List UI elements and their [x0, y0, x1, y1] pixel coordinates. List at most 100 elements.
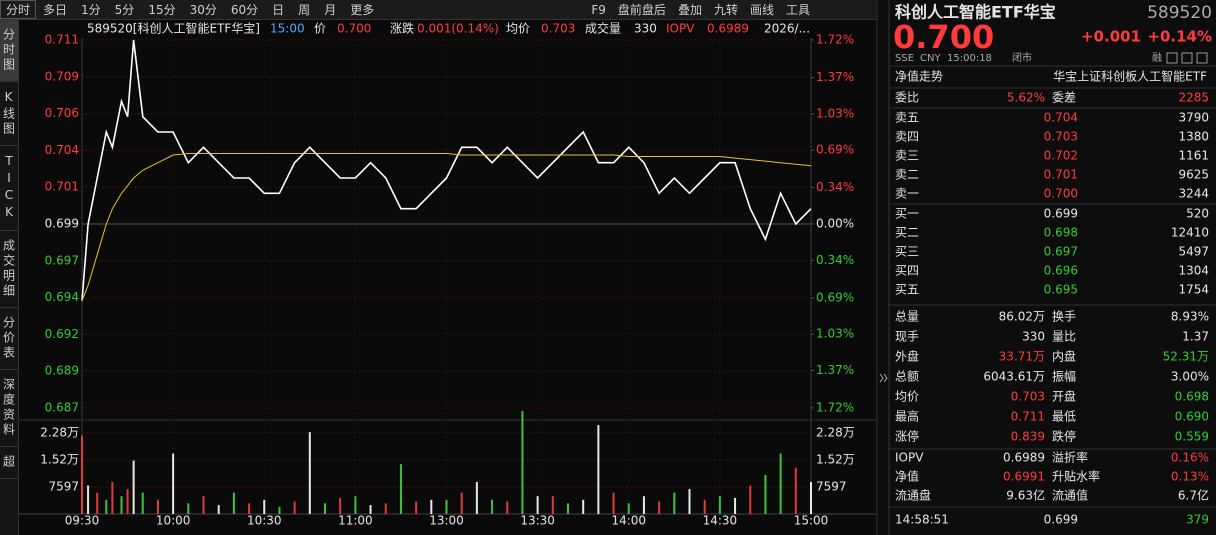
book-label: 卖一 — [895, 187, 919, 201]
volume-bar — [217, 505, 220, 514]
collapse-icon[interactable] — [883, 373, 888, 383]
volume-bar — [105, 499, 108, 514]
y-tick-label: 1.52万 — [816, 452, 855, 466]
y2-tick-label: 1.37% — [816, 363, 854, 377]
tool-button[interactable]: 叠加 — [677, 3, 702, 17]
period-tab[interactable]: 月 — [324, 3, 337, 17]
x-tick-label: 10:30 — [247, 514, 282, 528]
period-tab[interactable]: 日 — [272, 3, 285, 17]
volume-bar — [567, 503, 569, 514]
side-tab[interactable]: 成交明细 — [0, 231, 18, 308]
y-tick-label: 0.709 — [45, 69, 79, 83]
volume-bar — [688, 489, 691, 514]
volume-bar — [430, 499, 433, 514]
tool-button[interactable]: 九转 — [713, 3, 738, 17]
y2-tick-label: 0.34% — [816, 253, 854, 267]
field-label: 内盘 — [1052, 349, 1076, 364]
meta-item: 15:00:18 — [947, 53, 992, 64]
field-value: 6.7亿 — [1178, 488, 1209, 503]
volume-bar — [445, 499, 448, 514]
book-price: 0.700 — [1044, 187, 1078, 201]
side-tab[interactable]: 深度资料 — [0, 370, 18, 447]
period-tab[interactable]: 15分 — [148, 3, 176, 17]
period-tab[interactable]: 1分 — [81, 3, 101, 17]
book-label: 买二 — [895, 226, 919, 240]
y2-tick-label: 1.03% — [816, 327, 854, 341]
margin-tag: 融 — [1152, 52, 1162, 64]
book-volume: 3790 — [1178, 111, 1209, 125]
book-price: 0.699 — [1044, 207, 1078, 221]
field-value: 0.839 — [1011, 430, 1045, 444]
period-tab[interactable]: 5分 — [114, 3, 135, 17]
volume-bar — [278, 506, 281, 514]
field-label: 涨停 — [895, 429, 919, 444]
volume-bar — [232, 492, 235, 514]
side-tab[interactable]: K线图 — [0, 82, 18, 146]
x-tick-label: 09:30 — [65, 514, 100, 528]
book-label: 买三 — [895, 245, 919, 259]
header-value: 0.6989 — [707, 22, 749, 36]
volume-bar — [658, 501, 661, 514]
side-tabs: 分时图 K线图 TICK 成交明细 分价表 深度资料超 — [0, 20, 19, 535]
field-value: 86.02万 — [999, 310, 1045, 324]
y2-tick-label: 0.69% — [816, 143, 854, 157]
field-value: 8.93% — [1171, 310, 1209, 324]
volume-bar — [627, 503, 630, 514]
field-label: 流通值 — [1052, 488, 1088, 503]
volume-bar — [794, 467, 797, 514]
meta-item: SSE — [895, 53, 914, 64]
y-tick-label: 0.697 — [45, 253, 79, 267]
period-tab[interactable]: 更多 — [350, 3, 375, 17]
book-price: 0.698 — [1044, 226, 1078, 240]
period-tab[interactable]: 分时 — [0, 0, 37, 19]
period-tab[interactable]: 60分 — [230, 3, 259, 17]
y2-tick-label: 1.72% — [816, 401, 854, 415]
tool-button[interactable]: 工具 — [785, 3, 810, 17]
header-value: 0.703 — [541, 22, 575, 36]
book-label: 买一 — [895, 207, 919, 221]
field-label: 总量 — [895, 310, 919, 324]
period-tab[interactable]: 周 — [298, 3, 311, 17]
tool-button[interactable]: 盘前盘后 — [617, 3, 666, 17]
side-tab[interactable]: 超 — [0, 447, 18, 479]
volume-bar — [263, 499, 266, 514]
book-volume: 3244 — [1178, 187, 1209, 201]
field-value: 0.13% — [1171, 470, 1209, 484]
volume-bar — [293, 501, 296, 514]
volume-bar — [582, 499, 585, 514]
side-tab[interactable]: 分价表 — [0, 308, 18, 370]
volume-bar — [81, 435, 83, 514]
stock-code: 589520 — [1147, 3, 1212, 23]
side-tab[interactable]: 分时图 — [0, 20, 18, 82]
volume-bar — [202, 496, 205, 514]
book-volume: 1161 — [1178, 149, 1209, 163]
period-tab[interactable]: 30分 — [189, 3, 217, 17]
header-value: 0.001(0.14%) — [417, 22, 499, 36]
period-tab[interactable]: 多日 — [43, 3, 68, 17]
collapse-icon[interactable] — [879, 373, 884, 383]
y-tick-label: 2.28万 — [40, 425, 79, 439]
tool-button[interactable]: 画线 — [749, 3, 774, 17]
header-label: IOPV — [666, 22, 695, 36]
legend-label: 价 — [314, 22, 326, 36]
volume-bar — [749, 485, 752, 514]
x-tick-label: 14:00 — [611, 514, 646, 528]
y2-tick-label: 0.00% — [816, 217, 854, 231]
field-value: 33.71万 — [999, 350, 1045, 364]
field-label: 升贴水率 — [1052, 469, 1100, 484]
tool-button[interactable]: F9 — [591, 2, 606, 17]
volume-bar — [187, 503, 190, 514]
x-tick-label: 14:30 — [703, 514, 738, 528]
side-tab[interactable]: TICK — [0, 146, 18, 231]
price-change: +0.001 — [1081, 28, 1141, 46]
field-label: 均价 — [895, 390, 919, 404]
toolbar: 分时 多日 1分 5分 15分 30分 60分日周月更多 F9 盘前盘后 叠加 九转 画线 工具 — [0, 0, 876, 20]
y-tick-label: 0.701 — [45, 180, 79, 194]
field-value: 0.16% — [1171, 451, 1209, 465]
period-tabs: 分时 多日 1分 5分 15分 30分 60分日周月更多 — [0, 0, 381, 19]
field-value: 3.00% — [1171, 370, 1209, 384]
y-tick-label: 0.687 — [45, 401, 79, 415]
field-value: 52.31万 — [1163, 350, 1209, 364]
